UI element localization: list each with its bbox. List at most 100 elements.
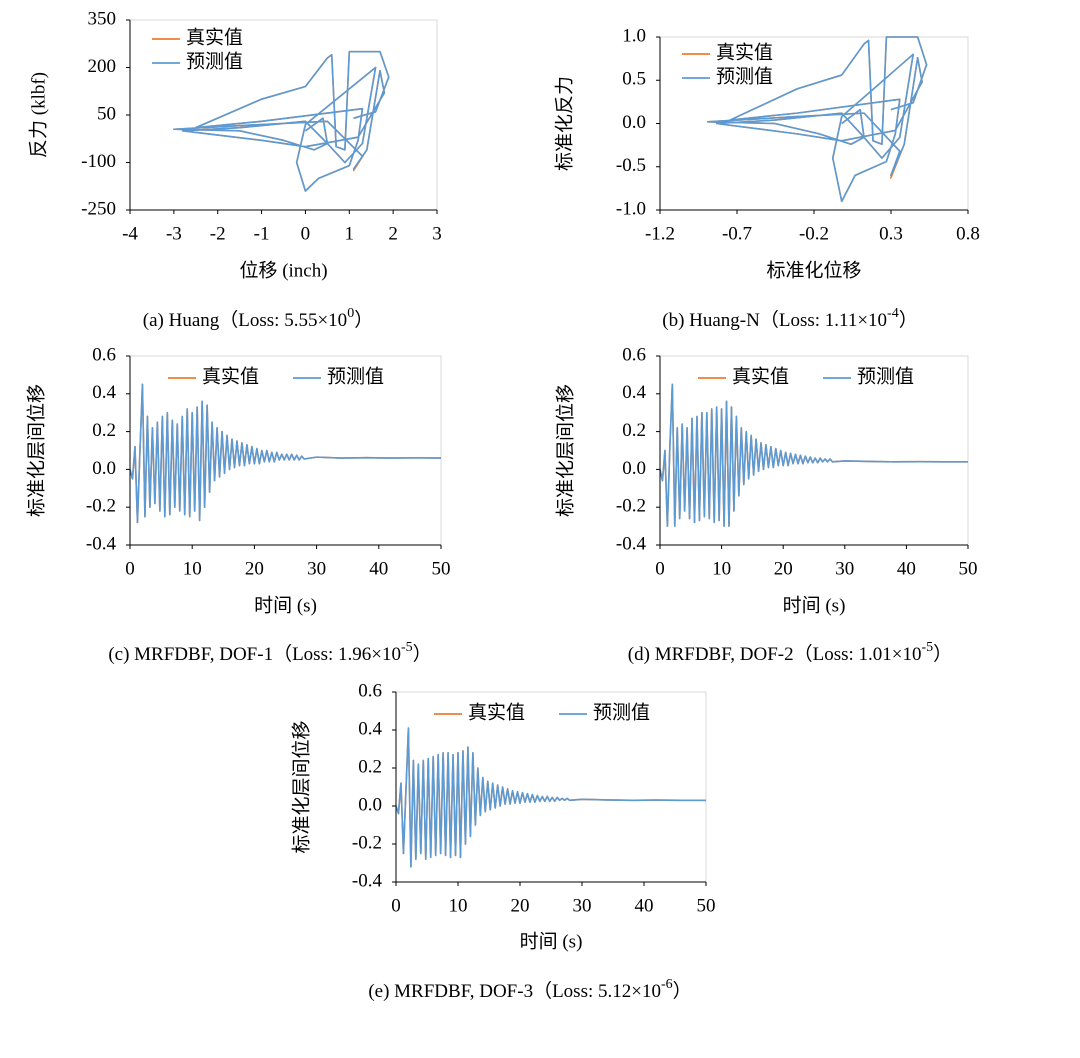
legend-label: 预测值 — [716, 65, 773, 87]
x-tick-label: 40 — [635, 895, 654, 916]
x-tick-label: -3 — [166, 223, 182, 244]
caption-exponent: -6 — [661, 977, 673, 992]
caption: (b) Huang-N（Loss: 1.11×10-4） — [662, 306, 917, 331]
legend-label: 真实值 — [202, 365, 259, 387]
data-line — [395, 727, 706, 868]
y-tick-label: 0.4 — [358, 718, 382, 739]
data-line — [659, 383, 968, 527]
x-tick-label: 50 — [697, 895, 716, 916]
y-tick-label: 0.2 — [622, 420, 646, 441]
caption: (d) MRFDBF, DOF-2（Loss: 1.01×10-5） — [628, 640, 952, 665]
data-line — [173, 50, 390, 192]
caption-text: (a) Huang（Loss: 5.55×10 — [143, 309, 347, 331]
y-axis-label: 标准化层间位移 — [554, 384, 576, 517]
legend-label: 预测值 — [186, 50, 243, 72]
y-tick-label: -0.4 — [86, 533, 117, 554]
y-tick-label: 0.0 — [622, 458, 646, 479]
x-tick-label: 0 — [655, 558, 665, 579]
x-tick-label: 20 — [774, 558, 793, 579]
caption-exponent: -4 — [887, 306, 899, 321]
y-tick-label: 0.6 — [622, 344, 646, 365]
x-tick-label: -0.7 — [722, 223, 752, 244]
y-tick-label: -0.4 — [352, 870, 383, 891]
caption-end: ） — [933, 643, 952, 665]
x-tick-label: 10 — [712, 558, 731, 579]
x-tick-label: 30 — [835, 558, 854, 579]
y-tick-label: 50 — [97, 103, 116, 124]
x-axis-label: 标准化位移 — [766, 259, 861, 281]
y-tick-label: -0.4 — [616, 533, 647, 554]
legend-label: 真实值 — [186, 26, 243, 48]
y-axis-label: 反力 (klbf) — [27, 72, 49, 158]
x-tick-label: 50 — [432, 558, 451, 579]
x-tick-label: 0.8 — [956, 223, 980, 244]
y-tick-label: -250 — [81, 198, 116, 219]
y-tick-label: 350 — [88, 8, 117, 29]
chart-panel: -1.0 -0.5 0.0 0.5 1.0 -1.2 -0.7 -0.2 0.3 0.8 标准化位移… — [553, 25, 980, 331]
y-axis-label: 标准化层间位移 — [25, 384, 47, 517]
y-tick-label: -100 — [81, 151, 116, 172]
caption-end: ） — [354, 309, 373, 331]
x-tick-label: 40 — [369, 558, 388, 579]
y-tick-label: -0.2 — [616, 496, 646, 517]
chart-panel: -0.4 -0.2 0.0 0.2 0.4 0.6 0 10 20 30 40 50 时间 (s) 标准化… — [25, 344, 450, 665]
caption: (a) Huang（Loss: 5.55×100） — [143, 306, 373, 331]
y-tick-label: -1.0 — [616, 198, 646, 219]
y-tick-label: 0.0 — [622, 112, 646, 133]
caption-text: (b) Huang-N（Loss: 1.11×10 — [662, 309, 887, 331]
plot-frame — [129, 19, 438, 211]
legend-label: 真实值 — [716, 41, 773, 63]
y-tick-label: -0.2 — [352, 832, 382, 853]
legend-label: 真实值 — [732, 365, 789, 387]
x-tick-label: -0.2 — [799, 223, 829, 244]
x-tick-label: 20 — [245, 558, 264, 579]
caption-text: (d) MRFDBF, DOF-2（Loss: 1.01×10 — [628, 643, 922, 665]
y-tick-label: 0.2 — [92, 420, 116, 441]
y-tick-label: -0.2 — [86, 496, 116, 517]
caption: (c) MRFDBF, DOF-1（Loss: 1.96×10-5） — [108, 640, 431, 665]
plot-frame — [659, 36, 969, 211]
chart-panel: -250 -100 50 200 350 -4 -3 -2 -1 0 1 2 3 位移 (inch) 反力 … — [27, 8, 441, 331]
y-tick-label: 200 — [88, 56, 117, 77]
caption-end: ） — [673, 980, 692, 1002]
x-axis-label: 时间 (s) — [783, 594, 846, 616]
y-tick-label: 0.6 — [358, 680, 382, 701]
x-axis-label: 时间 (s) — [254, 594, 317, 616]
data-line — [129, 383, 442, 524]
y-tick-label: 0.6 — [92, 344, 116, 365]
x-tick-label: 0 — [301, 223, 311, 244]
chart-panel: -0.4 -0.2 0.0 0.2 0.4 0.6 0 10 20 30 40 50 时间 (s) 标准化… — [290, 680, 715, 1002]
x-tick-label: 1 — [345, 223, 355, 244]
caption-exponent: 0 — [347, 306, 354, 321]
x-tick-label: -1.2 — [645, 223, 675, 244]
x-tick-label: -1 — [254, 223, 270, 244]
y-tick-label: 0.4 — [92, 382, 116, 403]
caption: (e) MRFDBF, DOF-3（Loss: 5.12×10-6） — [368, 977, 691, 1002]
x-tick-label: 50 — [959, 558, 978, 579]
y-tick-label: 0.0 — [92, 458, 116, 479]
x-tick-label: 0 — [125, 558, 135, 579]
legend-label: 真实值 — [468, 701, 525, 723]
caption-exponent: -5 — [401, 640, 413, 655]
legend-label: 预测值 — [593, 701, 650, 723]
x-tick-label: 0.3 — [879, 223, 903, 244]
x-tick-label: 10 — [449, 895, 468, 916]
caption-text: (e) MRFDBF, DOF-3（Loss: 5.12×10 — [368, 980, 661, 1002]
x-tick-label: 30 — [307, 558, 326, 579]
caption-end: ） — [413, 643, 432, 665]
x-axis-label: 时间 (s) — [520, 930, 583, 952]
caption-exponent: -5 — [922, 640, 934, 655]
y-axis-label: 标准化层间位移 — [290, 720, 312, 853]
y-axis-label: 标准化反力 — [553, 76, 575, 171]
y-tick-label: -0.5 — [616, 155, 646, 176]
y-tick-label: 0.5 — [622, 69, 646, 90]
caption-end: ） — [899, 309, 918, 331]
data-line — [706, 36, 928, 203]
x-tick-label: 10 — [183, 558, 202, 579]
x-tick-label: 3 — [432, 223, 442, 244]
data-line — [173, 50, 390, 192]
y-tick-label: 0.2 — [358, 756, 382, 777]
x-tick-label: 30 — [573, 895, 592, 916]
y-tick-label: 0.4 — [622, 382, 646, 403]
